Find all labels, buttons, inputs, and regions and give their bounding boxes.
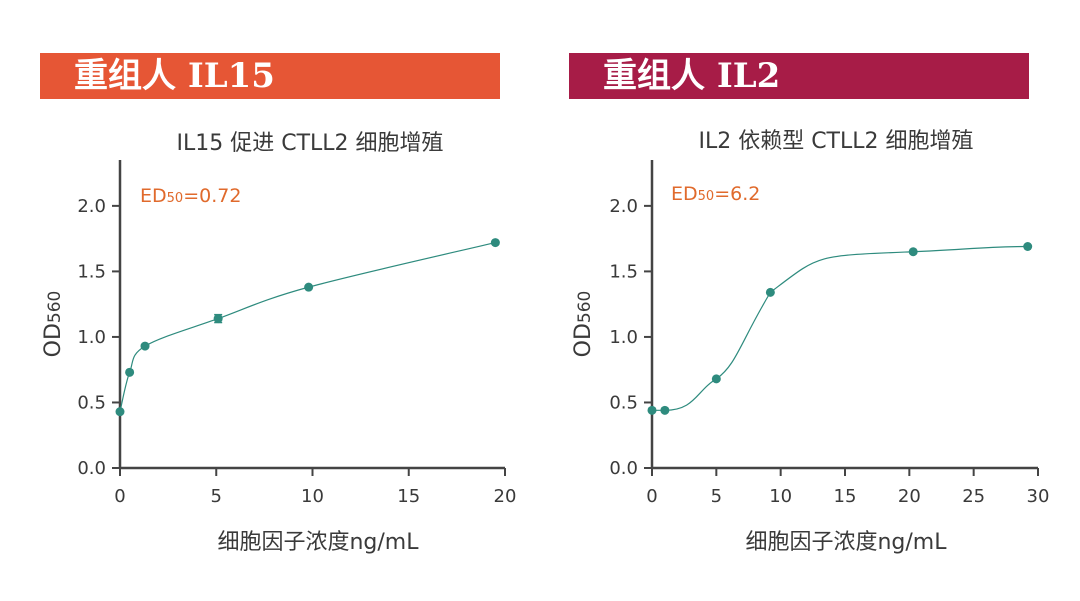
- chart-title: IL15 促进 CTLL2 细胞增殖: [176, 131, 443, 156]
- y-tick-label: 1.0: [609, 327, 638, 348]
- data-point: [908, 247, 918, 257]
- x-tick-label: 25: [962, 486, 985, 507]
- panel-il2: 重组人 IL2 IL2 依赖型 CTLL2 细胞增殖 ED50=6.2 0.0 0.5…: [530, 0, 1080, 601]
- chart-il2: IL2 依赖型 CTLL2 细胞增殖 ED50=6.2 0.0 0.5 1.0 1.5 2.…: [571, 129, 1050, 555]
- x-tick-label: 15: [834, 486, 857, 507]
- x-tick-label: 5: [211, 486, 222, 507]
- y-tick-label: 0.0: [77, 458, 106, 479]
- y-tick-label: 1.5: [77, 261, 106, 282]
- x-tick-label: 10: [769, 486, 792, 507]
- y-axis-title: OD560: [41, 291, 66, 358]
- y-tick-label: 0.0: [609, 458, 638, 479]
- ed50-label: ED50=6.2: [671, 183, 760, 205]
- x-tick-label: 20: [494, 486, 517, 507]
- y-tick-label: 2.0: [77, 196, 106, 217]
- y-tick-label: 1.0: [77, 327, 106, 348]
- ed50-label: ED50=0.72: [140, 185, 241, 207]
- data-point: [647, 405, 657, 415]
- y-tick-label: 1.5: [609, 261, 638, 282]
- y-tick-label: 0.5: [609, 392, 638, 413]
- y-axis-title: OD560: [571, 291, 596, 358]
- data-point: [140, 341, 150, 351]
- y-tick-label: 2.0: [609, 196, 638, 217]
- data-point: [213, 314, 223, 324]
- x-tick-label: 30: [1027, 486, 1050, 507]
- x-axis-title: 细胞因子浓度ng/mL: [217, 530, 419, 555]
- y-tick-label: 0.5: [77, 392, 106, 413]
- x-axis-title: 细胞因子浓度ng/mL: [745, 530, 947, 555]
- series-line: [652, 245, 1028, 411]
- x-tick-label: 10: [301, 486, 324, 507]
- x-tick-label: 20: [898, 486, 921, 507]
- data-point: [490, 238, 500, 248]
- data-point: [1023, 242, 1033, 252]
- data-point: [660, 405, 670, 415]
- data-point: [711, 374, 721, 384]
- data-point: [115, 407, 125, 417]
- panel-il15: 重组人 IL15 IL15 促进 CTLL2 细胞增殖 ED50=0.72 0.0 0…: [40, 53, 517, 555]
- data-point: [125, 367, 135, 377]
- series-line: [119, 241, 496, 412]
- data-point: [304, 282, 314, 292]
- chart-il15: IL15 促进 CTLL2 细胞增殖 ED50=0.72 0.0 0.5 1.0 1.5 2…: [41, 131, 517, 555]
- x-tick-label: 0: [114, 486, 125, 507]
- x-tick-label: 5: [711, 486, 722, 507]
- chart-title: IL2 依赖型 CTLL2 细胞增殖: [698, 129, 973, 154]
- banner-il2: 重组人 IL2: [569, 53, 1029, 99]
- x-tick-label: 0: [646, 486, 657, 507]
- x-tick-label: 15: [397, 486, 420, 507]
- data-point: [765, 287, 775, 297]
- banner-il15: 重组人 IL15: [40, 53, 500, 99]
